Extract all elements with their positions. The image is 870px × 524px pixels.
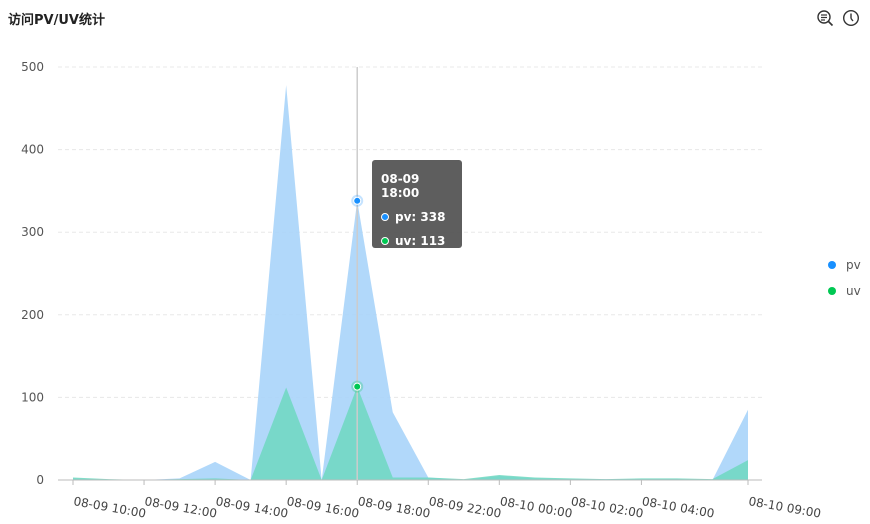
x-tick-label: 08-09 16:00 (286, 494, 361, 521)
x-tick-label: 08-09 14:00 (215, 494, 290, 521)
x-tick-label: 08-10 02:00 (570, 494, 645, 521)
legend-label-uv: uv (846, 284, 861, 298)
y-tick-label: 300 (21, 225, 44, 239)
clock-icon[interactable] (842, 9, 860, 27)
tooltip-title: 08-09 18:00 (381, 172, 420, 200)
y-tick-label: 500 (21, 60, 44, 74)
tooltip-uv: uv: 113 (395, 234, 446, 248)
uv-dot-icon (381, 237, 389, 245)
x-tick-label: 08-09 12:00 (144, 494, 219, 521)
x-tick-label: 08-10 09:00 (747, 494, 822, 521)
x-tick-label: 08-10 00:00 (499, 494, 574, 521)
legend-item-uv[interactable]: uv (828, 284, 861, 298)
x-tick-label: 08-09 18:00 (357, 494, 432, 521)
legend: pv uv (828, 258, 861, 310)
legend-item-pv[interactable]: pv (828, 258, 861, 272)
x-tick-label: 08-09 10:00 (72, 494, 147, 521)
tooltip: 08-09 18:00 pv: 338 uv: 113 (372, 160, 462, 248)
y-tick-label: 200 (21, 308, 44, 322)
y-tick-label: 100 (21, 390, 44, 404)
legend-label-pv: pv (846, 258, 861, 272)
highlight-point-uv (353, 382, 362, 391)
y-tick-label: 0 (36, 473, 44, 487)
tooltip-pv: pv: 338 (395, 210, 446, 224)
zoom-list-icon[interactable] (816, 9, 834, 27)
x-tick-label: 08-09 22:00 (428, 494, 503, 521)
area-pv (73, 85, 748, 480)
x-tick-label: 08-10 04:00 (641, 494, 716, 521)
y-tick-label: 400 (21, 143, 44, 157)
pv-dot-icon (381, 213, 389, 221)
highlight-point-pv (353, 196, 362, 205)
chart-title: 访问PV/UV统计 (8, 13, 105, 28)
uv-legend-dot-icon (828, 287, 836, 295)
pv-legend-dot-icon (828, 261, 836, 269)
